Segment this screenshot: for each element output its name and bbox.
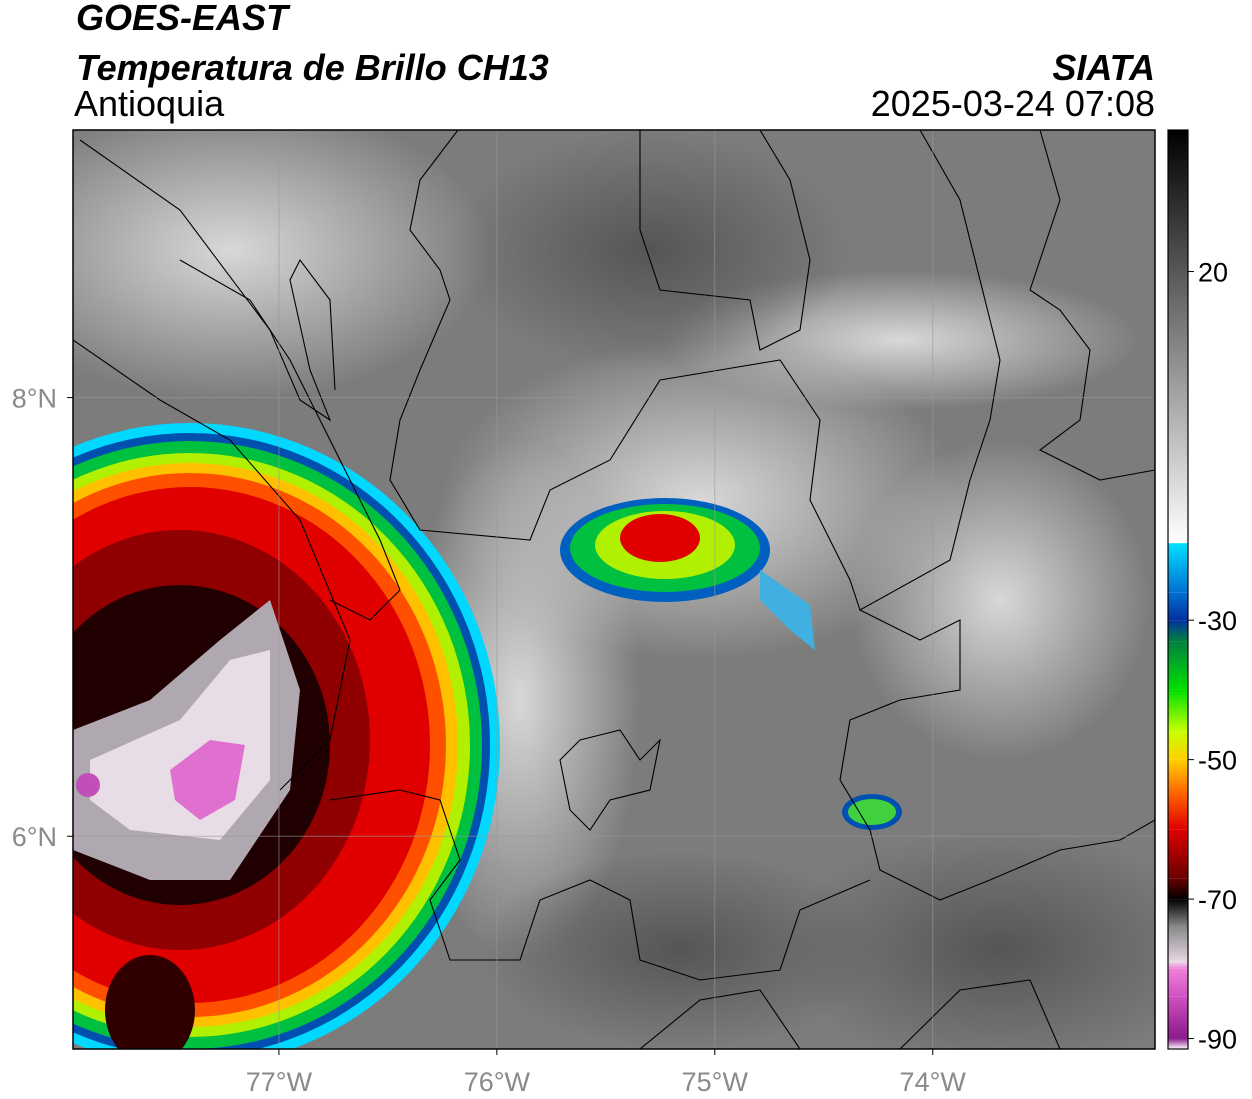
subtitle: Temperatura de Brillo CH13 — [76, 47, 549, 88]
source: SIATA — [1052, 47, 1155, 88]
colorbar-segment — [1168, 542, 1188, 544]
colorbar-segment — [1168, 961, 1188, 969]
map-frame — [72, 129, 1156, 1050]
colorbar-segment — [1168, 1038, 1188, 1049]
x-tick-label: 76°W — [464, 1067, 531, 1097]
colorbar-segment — [1168, 731, 1188, 760]
colorbar-segment — [1168, 543, 1188, 593]
y-tick-label: 8°N — [12, 384, 57, 414]
colorbar-segment — [1168, 794, 1188, 830]
colorbar-segment — [1168, 829, 1188, 879]
colorbar-segment — [1168, 878, 1188, 900]
colorbar-segment — [1168, 759, 1188, 795]
colorbar-tick-label: -30 — [1198, 606, 1237, 636]
colorbar-segment — [1168, 926, 1188, 962]
colorbar-tick-label: 20 — [1198, 258, 1228, 288]
colorbar-tick-label: -70 — [1198, 885, 1237, 915]
y-tick-label: 6°N — [12, 822, 57, 852]
x-tick-label: 77°W — [246, 1067, 313, 1097]
colorbar-frame — [1167, 129, 1189, 1050]
colorbar-segment — [1168, 620, 1188, 642]
datetime: 2025-03-24 07:08 — [871, 83, 1155, 124]
title: GOES-EAST — [76, 0, 291, 38]
colorbar-tick-label: -50 — [1198, 746, 1237, 776]
satellite-image — [73, 130, 1155, 1049]
colorbar-segment — [1168, 996, 1188, 1039]
x-tick-label: 74°W — [900, 1067, 967, 1097]
colorbar-segment — [1168, 592, 1188, 621]
x-tick-label: 75°W — [682, 1067, 749, 1097]
colorbar-segment — [1168, 968, 1188, 997]
colorbar-segment — [1168, 641, 1188, 690]
colorbar-tick-label: -90 — [1198, 1025, 1237, 1055]
colorbar-segment — [1168, 130, 1188, 543]
colorbar-segment — [1168, 899, 1188, 927]
region: Antioquia — [74, 83, 225, 124]
colorbar-segment — [1168, 689, 1188, 732]
